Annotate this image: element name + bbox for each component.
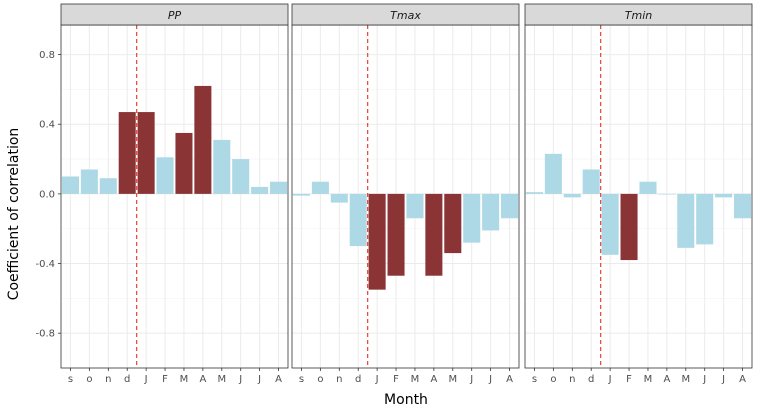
x-tick-label: d: [588, 374, 594, 385]
x-tick-label: A: [199, 374, 206, 385]
bar-tmax-6: [406, 193, 424, 219]
x-axis-title: Month: [384, 392, 428, 408]
bar-tmax-9: [463, 193, 481, 243]
bar-pp-9: [232, 159, 250, 194]
panel-background: [292, 25, 519, 368]
x-tick-label: M: [180, 374, 189, 385]
x-tick-label: M: [448, 374, 457, 385]
x-tick-label: s: [532, 374, 537, 385]
y-tick-label: 0.4: [39, 120, 55, 131]
x-tick-label: J: [608, 374, 612, 385]
x-tick-label: n: [569, 374, 575, 385]
x-tick-label: M: [681, 374, 690, 385]
bar-tmin-3: [582, 169, 600, 194]
bar-tmin-10: [715, 193, 733, 198]
bar-tmax-8: [444, 193, 462, 254]
bar-pp-4: [137, 112, 155, 194]
facet-strip-label: Tmin: [625, 9, 652, 22]
bar-pp-1: [80, 169, 98, 194]
bar-tmin-5: [620, 193, 638, 261]
y-tick-label: 0.0: [39, 189, 55, 200]
x-tick-label: s: [299, 374, 304, 385]
bar-tmax-1: [311, 181, 329, 194]
bar-tmax-11: [501, 193, 519, 219]
bar-pp-2: [99, 178, 117, 194]
bar-pp-8: [213, 139, 231, 194]
x-tick-label: M: [411, 374, 420, 385]
bar-tmax-7: [425, 193, 443, 276]
facet-strip: [524, 3, 753, 26]
bar-tmin-7: [658, 193, 676, 195]
x-tick-label: o: [317, 374, 323, 385]
facet-strip-label: Tmax: [390, 9, 421, 22]
bar-tmin-0: [525, 192, 543, 194]
x-tick-label: J: [375, 374, 379, 385]
facet-strip: [291, 3, 520, 26]
x-tick-label: n: [105, 374, 111, 385]
x-tick-label: F: [626, 374, 632, 385]
x-tick-label: A: [739, 374, 746, 385]
bar-tmin-1: [544, 153, 562, 194]
bar-tmax-0: [292, 193, 310, 196]
x-tick-label: J: [144, 374, 148, 385]
y-tick-label: -0.8: [35, 329, 55, 340]
bar-tmax-3: [349, 193, 367, 247]
bar-tmax-4: [368, 193, 386, 290]
x-tick-label: A: [663, 374, 670, 385]
facet-strip-label: PP: [168, 9, 182, 22]
panel-background: [525, 25, 752, 368]
x-tick-label: o: [550, 374, 556, 385]
y-axis: -0.8 -0.4 0.0 0.4 0.8: [35, 50, 61, 340]
panel-pp: PPs o n d J F M A M J J A: [60, 3, 289, 385]
x-tick-label: J: [721, 374, 725, 385]
x-tick-label: J: [702, 374, 706, 385]
x-tick-label: d: [124, 374, 130, 385]
bar-pp-10: [251, 186, 269, 194]
x-tick-label: A: [275, 374, 282, 385]
x-tick-label: F: [393, 374, 399, 385]
x-tick-label: J: [488, 374, 492, 385]
x-tick-label: d: [355, 374, 361, 385]
x-tick-label: F: [162, 374, 168, 385]
bar-pp-6: [175, 132, 193, 194]
bar-tmin-8: [677, 193, 695, 248]
x-tick-label: J: [238, 374, 242, 385]
bar-tmin-9: [696, 193, 714, 245]
bar-pp-3: [118, 112, 136, 194]
y-tick-label: 0.8: [39, 50, 55, 61]
x-tick-label: A: [430, 374, 437, 385]
bar-tmax-10: [482, 193, 500, 231]
bar-pp-5: [156, 157, 174, 194]
y-axis-title: Coefficient of correlation: [6, 128, 22, 301]
x-tick-label: J: [469, 374, 473, 385]
facet-strip: [60, 3, 289, 26]
x-tick-label: J: [257, 374, 261, 385]
bar-tmax-5: [387, 193, 405, 276]
panel-background: [61, 25, 288, 368]
bar-tmax-2: [330, 193, 348, 203]
x-tick-label: s: [68, 374, 73, 385]
x-tick-label: o: [86, 374, 92, 385]
y-tick-label: -0.4: [35, 259, 55, 270]
x-tick-label: n: [336, 374, 342, 385]
bar-tmin-4: [601, 193, 619, 255]
bar-tmin-11: [734, 193, 752, 219]
bar-pp-11: [270, 181, 288, 194]
bar-tmin-2: [563, 193, 581, 198]
bar-tmin-6: [639, 181, 657, 194]
x-tick-label: A: [506, 374, 513, 385]
x-tick-label: M: [644, 374, 653, 385]
x-tick-label: M: [217, 374, 226, 385]
bar-pp-0: [61, 176, 79, 194]
bar-pp-7: [194, 85, 212, 194]
